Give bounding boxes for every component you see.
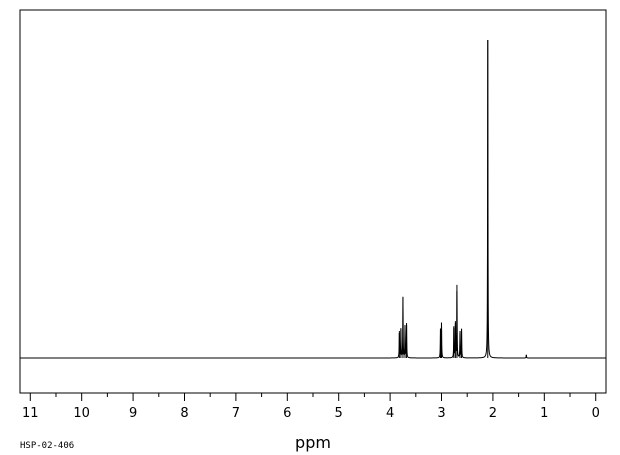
x-axis-ticks (29, 393, 597, 401)
tick-label-8: 8 (180, 406, 188, 421)
spectrum-trace (20, 40, 606, 359)
plot-frame (19, 9, 607, 394)
tick-label-3: 3 (437, 406, 445, 421)
tick-label-6: 6 (283, 406, 291, 421)
tick-label-7: 7 (232, 406, 240, 421)
tick-label-10: 10 (73, 406, 90, 421)
x-axis-tick-labels: 11 10 9 8 7 6 5 4 3 2 1 0 (22, 406, 600, 421)
sample-code-label: HSP-02-406 (20, 441, 74, 451)
x-axis-title: ppm (295, 433, 331, 452)
tick-label-1: 1 (540, 406, 548, 421)
tick-label-11: 11 (22, 406, 39, 421)
tick-label-9: 9 (129, 406, 137, 421)
tick-label-5: 5 (335, 406, 343, 421)
tick-label-2: 2 (489, 406, 497, 421)
tick-label-0: 0 (592, 406, 600, 421)
tick-label-4: 4 (386, 406, 394, 421)
